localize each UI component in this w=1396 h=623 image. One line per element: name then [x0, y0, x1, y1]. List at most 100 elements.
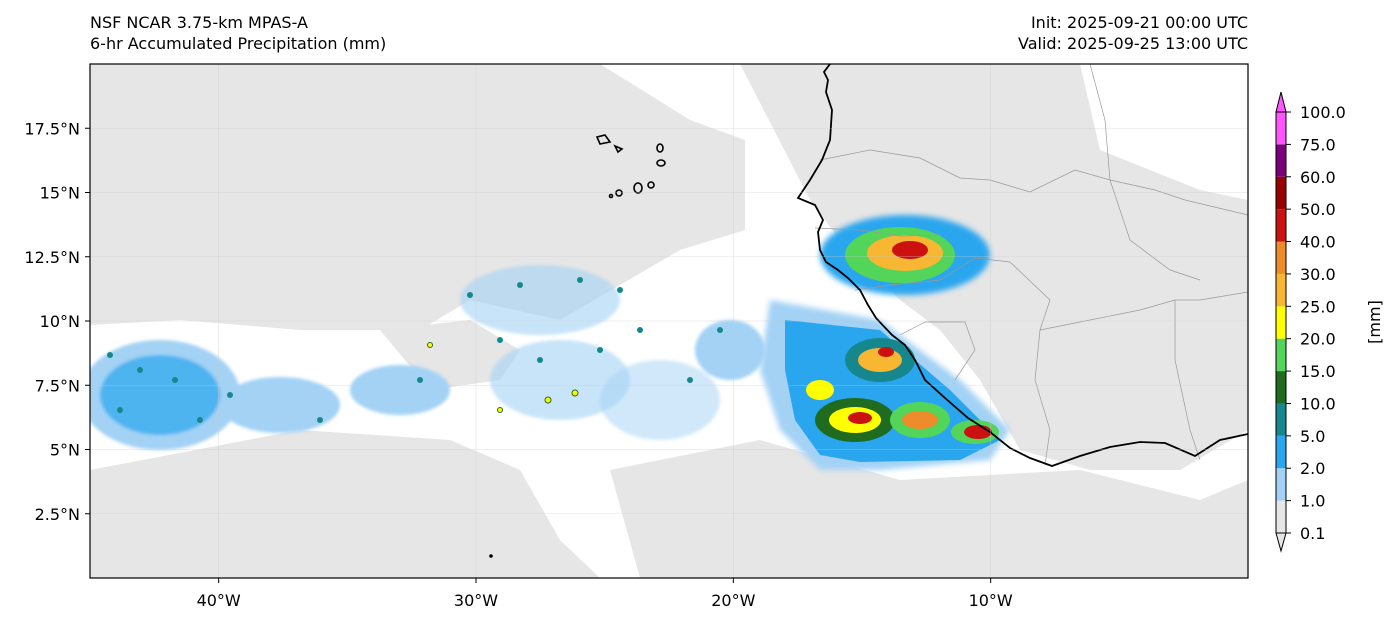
border-line	[1109, 179, 1201, 281]
colorbar-swatch	[1276, 403, 1286, 436]
precip-cell	[577, 277, 583, 283]
colorbar-level-label: 60.0	[1300, 168, 1336, 187]
colorbar-level-label: 20.0	[1300, 330, 1336, 349]
cape-verde-islands	[595, 134, 666, 199]
colorbar: 0.1 1.0 2.0 5.0 10.0 15.0 20.0 25.0 30.0 40.0 50.0…	[1275, 91, 1346, 553]
island	[656, 143, 664, 153]
precip-cell	[417, 377, 423, 383]
precip-cell	[497, 337, 503, 343]
colorbar-level-label: 40.0	[1300, 233, 1336, 252]
precip-cell	[197, 417, 203, 423]
precip-cell	[227, 392, 233, 398]
colorbar-swatch	[1276, 112, 1286, 145]
colorbar-swatch	[1276, 209, 1286, 242]
colorbar-extend-min	[1275, 532, 1287, 553]
precip-cell	[597, 347, 603, 353]
storm-core	[878, 347, 894, 357]
precip-cell	[117, 407, 123, 413]
island	[489, 554, 493, 558]
coastline	[796, 64, 1248, 467]
axis-ticks: 40°W 30°W 20°W 10°W 17.5°N 15°N 12.5°N 10°N 7.5°…	[24, 119, 1013, 610]
shower-cluster	[350, 365, 450, 415]
colorbar-swatch	[1276, 371, 1286, 404]
light-precip-region	[90, 430, 600, 578]
colorbar-frame	[1275, 111, 1287, 534]
colorbar-level-label: 30.0	[1300, 265, 1336, 284]
light-precip-region	[90, 64, 745, 330]
island	[595, 134, 612, 145]
colorbar-level-label: 5.0	[1300, 427, 1325, 446]
title-right: Init: 2025-09-21 00:00 UTC Valid: 2025-0…	[1018, 12, 1248, 54]
colorbar-level-label: 25.0	[1300, 297, 1336, 316]
lat-tick-label: 10°N	[40, 312, 80, 331]
lon-tick-label: 40°W	[197, 591, 241, 610]
colorbar-swatch	[1276, 273, 1286, 307]
precip-cell	[107, 352, 113, 358]
precip-cell	[537, 357, 543, 363]
light-precip-region	[380, 320, 520, 390]
border-line	[1039, 291, 1248, 331]
shower-cluster	[695, 320, 765, 380]
island	[615, 189, 623, 197]
colorbar-level-label: 10.0	[1300, 394, 1336, 413]
precip-cell	[497, 407, 503, 413]
light-precip-region	[610, 440, 1248, 578]
precip-cell	[137, 367, 143, 373]
convective-cells	[107, 277, 723, 423]
shower-cluster	[460, 265, 620, 335]
precip-cell	[172, 377, 178, 383]
storm-core	[892, 241, 928, 259]
colorbar-swatch	[1276, 144, 1286, 177]
precip-cell	[467, 292, 473, 298]
colorbar-swatch	[1276, 338, 1286, 372]
shower-cluster	[220, 377, 340, 433]
model-name: NSF NCAR 3.75-km MPAS-A	[90, 13, 308, 32]
border-line	[854, 257, 976, 291]
lat-tick-label: 5°N	[50, 441, 80, 460]
shower-cluster	[600, 360, 720, 440]
colorbar-swatch	[1276, 435, 1286, 469]
lat-tick-label: 15°N	[40, 184, 80, 203]
precip-cell	[637, 327, 643, 333]
colorbar-level-label: 100.0	[1300, 103, 1346, 122]
lat-tick-label: 12.5°N	[24, 248, 80, 267]
island	[647, 181, 655, 189]
light-precip-region	[740, 64, 1248, 470]
border-line	[814, 227, 941, 237]
lon-tick-label: 20°W	[711, 591, 755, 610]
lat-tick-label: 17.5°N	[24, 119, 80, 138]
colorbar-swatch	[1276, 306, 1286, 339]
precip-cell	[427, 342, 433, 348]
title-left: NSF NCAR 3.75-km MPAS-A 6-hr Accumulated…	[90, 12, 386, 54]
scattered-showers	[90, 265, 765, 450]
precip-cell	[617, 287, 623, 293]
lat-tick-label: 2.5°N	[35, 505, 80, 524]
shower-cluster	[100, 355, 220, 435]
storm-core	[902, 411, 938, 429]
island	[608, 193, 614, 199]
lon-tick-label: 30°W	[454, 591, 498, 610]
storm-core	[848, 412, 872, 424]
shower-cluster	[490, 340, 630, 420]
colorbar-level-label: 75.0	[1300, 135, 1336, 154]
colorbar-extend-max	[1275, 91, 1287, 113]
precip-cell	[517, 282, 523, 288]
colorbar-level-label: 15.0	[1300, 362, 1336, 381]
colorbar-level-label: 1.0	[1300, 492, 1325, 511]
northern-storm-complex	[820, 215, 990, 295]
lon-tick-label: 10°W	[969, 591, 1013, 610]
colorbar-swatch	[1276, 500, 1286, 533]
colorbar-swatch	[1276, 468, 1286, 501]
precip-cell	[717, 327, 723, 333]
colorbar-level-label: 2.0	[1300, 459, 1325, 478]
valid-time: Valid: 2025-09-25 13:00 UTC	[1017, 34, 1248, 53]
precip-cell	[317, 417, 323, 423]
light-precip-field	[90, 64, 1248, 578]
border-line	[1174, 300, 1201, 461]
colorbar-swatch	[1276, 176, 1286, 210]
colorbar-unit-label: [mm]	[1365, 300, 1384, 344]
precip-cell	[687, 377, 693, 383]
island	[633, 182, 643, 194]
island	[656, 159, 666, 167]
border-line	[1109, 179, 1248, 216]
